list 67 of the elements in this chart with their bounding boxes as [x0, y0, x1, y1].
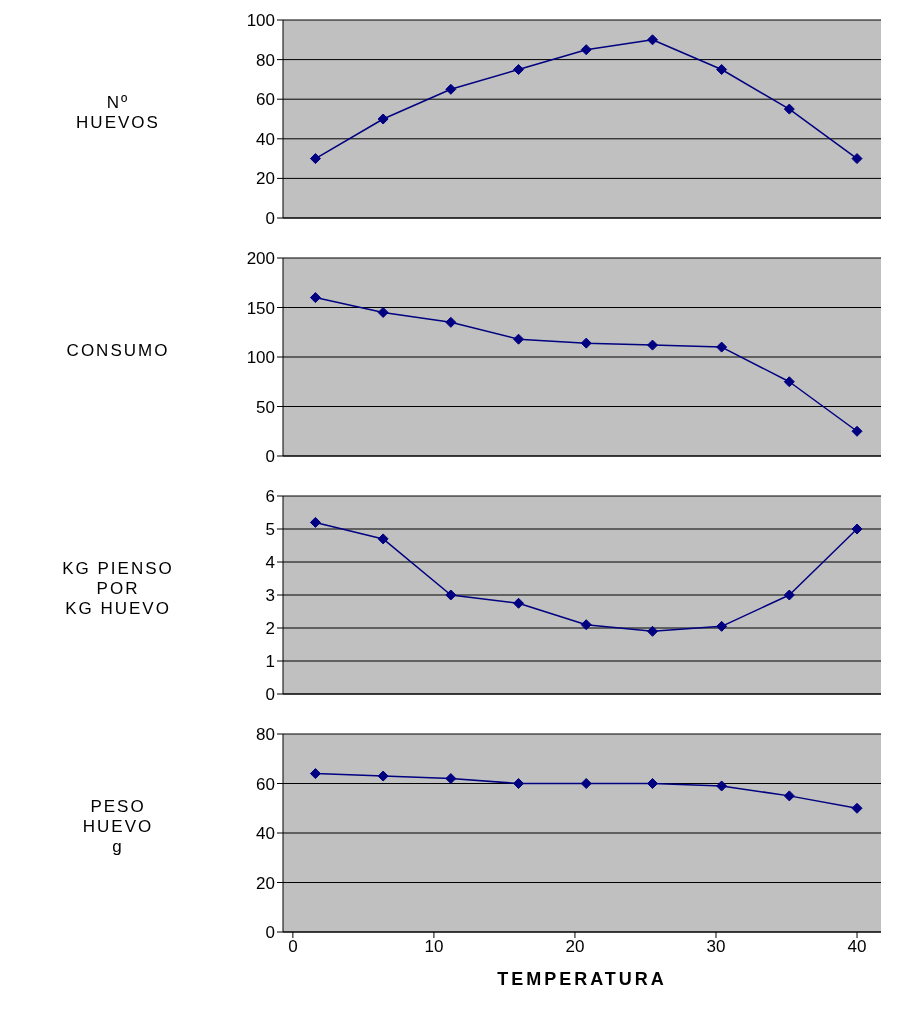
point — [513, 333, 525, 345]
y-tick-label: 0 — [265, 447, 275, 467]
x-tick-label: 30 — [706, 937, 726, 957]
y-axis-title: CONSUMO — [66, 341, 170, 361]
y-tick-label: 6 — [265, 487, 275, 507]
point — [309, 768, 321, 780]
point — [647, 34, 659, 46]
point — [445, 83, 457, 95]
point — [783, 103, 795, 115]
y-axis-title: Nº HUEVOS — [76, 93, 160, 133]
point — [783, 790, 795, 802]
x-tick-label: 10 — [424, 937, 444, 957]
y-tick-label: 4 — [265, 553, 275, 573]
x-tick-label: 0 — [288, 937, 298, 957]
point — [445, 773, 457, 785]
point — [580, 337, 592, 349]
x-tick-label: 20 — [565, 937, 585, 957]
y-axis-title: KG PIENSO POR KG HUEVO — [62, 559, 174, 619]
point — [309, 292, 321, 304]
point — [377, 533, 389, 545]
point — [513, 64, 525, 75]
y-tick-label: 0 — [265, 923, 275, 943]
y-tick-label: 5 — [265, 520, 275, 540]
point — [580, 619, 592, 631]
y-tick-label: 0 — [265, 209, 275, 229]
point — [716, 64, 728, 75]
y-tick-label: 80 — [256, 725, 275, 745]
y-tick-label: 200 — [246, 249, 275, 269]
point — [377, 113, 389, 125]
point — [716, 341, 728, 353]
y-tick-label: 150 — [246, 298, 275, 318]
y-tick-label: 60 — [256, 90, 275, 110]
point — [377, 306, 389, 318]
point — [647, 339, 659, 351]
y-tick-label: 40 — [256, 129, 275, 149]
y-tick-label: 100 — [246, 11, 275, 31]
y-tick-label: 50 — [256, 397, 275, 417]
point — [851, 802, 863, 814]
y-tick-label: 20 — [256, 873, 275, 893]
point — [851, 425, 863, 437]
point — [309, 516, 321, 528]
point — [309, 153, 321, 165]
y-axis-title: PESO HUEVO g — [82, 797, 154, 857]
y-tick-label: 20 — [256, 169, 275, 189]
y-tick-label: 60 — [256, 774, 275, 794]
y-tick-label: 80 — [256, 50, 275, 70]
y-tick-label: 100 — [246, 348, 275, 368]
point — [851, 523, 863, 535]
point — [783, 376, 795, 388]
point — [580, 44, 592, 56]
point — [783, 589, 795, 601]
x-axis-title: TEMPERATURA — [497, 969, 667, 989]
point — [580, 778, 592, 789]
y-tick-label: 3 — [265, 586, 275, 606]
y-tick-label: 1 — [265, 652, 275, 672]
y-tick-label: 2 — [265, 619, 275, 639]
x-tick-label: 40 — [847, 937, 867, 957]
point — [647, 625, 659, 637]
point — [851, 153, 863, 165]
y-tick-label: 40 — [256, 824, 275, 844]
point — [445, 589, 457, 601]
point — [445, 316, 457, 328]
y-tick-label: 0 — [265, 685, 275, 705]
point — [716, 780, 728, 792]
point — [377, 770, 389, 782]
point — [513, 597, 525, 609]
point — [716, 620, 728, 632]
